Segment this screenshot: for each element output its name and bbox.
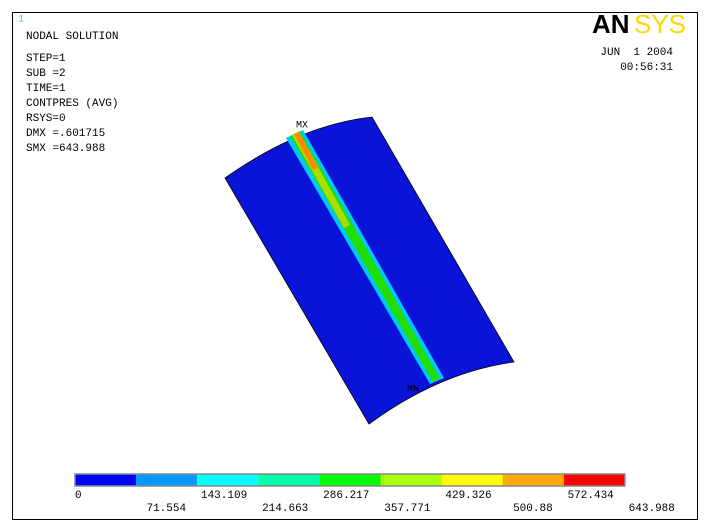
legend-label: 143.109 [201,490,247,502]
legend-label: 500.88 [513,503,553,515]
info-lines: STEP=1 SUB =2 TIME=1 CONTPRES (AVG) RSYS=0 DM… [26,53,118,155]
info-line: SUB =2 [26,68,66,80]
info-line: TIME=1 [26,83,66,95]
logo-sys: SYS [634,9,686,39]
legend-label: 429.326 [445,490,491,502]
legend-swatch [502,474,564,486]
legend-label: 71.554 [146,503,186,515]
date: JUN 1 2004 [600,47,673,59]
info-line: RSYS=0 [26,113,66,125]
legend-label: 214.663 [262,503,308,515]
legend-label: 0 [75,490,82,502]
legend-swatch [258,474,320,486]
legend-swatch [319,474,381,486]
legend-swatch [441,474,503,486]
model: MX MN [224,116,515,425]
info-line: CONTPRES (AVG) [26,98,118,110]
legend-swatch [197,474,259,486]
legend-swatch [75,474,137,486]
legend-label: 286.217 [323,490,369,502]
legend-label: 572.434 [568,490,615,502]
time: 00:56:31 [620,62,673,74]
info-title: NODAL SOLUTION [26,31,118,43]
legend-label: 357.771 [384,503,431,515]
legend-border [74,473,626,487]
info-line: SMX =643.988 [26,143,105,155]
info-line: STEP=1 [26,53,66,65]
logo-an: AN [592,9,630,39]
legend-label: 643.988 [629,503,675,515]
window-number: 1 [18,15,24,26]
min-marker: MN [407,385,419,396]
legend: 0 71.554 143.109 214.663 286.217 357.771 429.3… [74,473,675,515]
legend-swatch [380,474,442,486]
legend-swatch [563,474,625,486]
max-marker: MX [296,121,308,132]
info-line: DMX =.601715 [26,128,105,140]
legend-swatch [136,474,198,486]
contact-band-peak [294,132,318,170]
